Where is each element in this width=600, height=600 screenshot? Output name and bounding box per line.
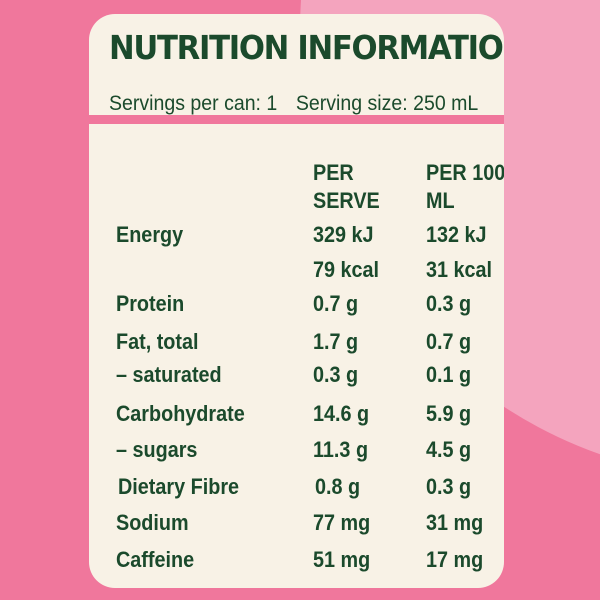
value-fat-total-per-serve: 1.7 g (313, 329, 359, 354)
value-protein-per-serve: 0.7 g (313, 291, 359, 316)
row-label-sugars: – sugars (116, 437, 198, 462)
servings-per-can: Servings per can: 1 (109, 92, 278, 115)
column-header-per-serve: PER SERVE (313, 160, 380, 213)
value-saturated-per-100ml: 0.1 g (426, 362, 472, 387)
row-label-energy: Energy (116, 222, 184, 247)
value-sugars-per-serve: 11.3 g (313, 437, 369, 462)
row-label-protein: Protein (116, 291, 185, 316)
row-label-carbohydrate: Carbohydrate (116, 401, 245, 426)
value-fat-total-per-100ml: 0.7 g (426, 329, 472, 354)
value-carbohydrate-per-serve: 14.6 g (313, 401, 370, 426)
value-sodium-per-100ml: 31 mg (426, 510, 484, 535)
row-label-fat-total: Fat, total (116, 329, 199, 354)
value-carbohydrate-per-100ml: 5.9 g (426, 401, 472, 426)
value-dietary-fibre-per-serve: 0.8 g (315, 474, 361, 499)
nutrition-panel: NUTRITION INFORMATION Servings per can: … (89, 14, 504, 588)
servings-line: Servings per can: 1 Serving size: 250 mL (109, 92, 478, 116)
header-divider (89, 115, 504, 124)
value-energy-kj-per-serve: 329 kJ (313, 222, 374, 247)
row-label-sodium: Sodium (116, 510, 189, 535)
serving-size: Serving size: 250 mL (295, 92, 479, 115)
row-label-caffeine: Caffeine (116, 547, 195, 572)
value-energy-kcal-per-serve: 79 kcal (313, 257, 380, 282)
value-dietary-fibre-per-100ml: 0.3 g (426, 474, 472, 499)
nutrition-table: PER SERVE PER 100 ML Energy 329 kJ 132 k… (89, 124, 504, 588)
value-saturated-per-serve: 0.3 g (313, 362, 359, 387)
value-protein-per-100ml: 0.3 g (426, 291, 472, 316)
column-header-per-100ml: PER 100 ML (426, 160, 504, 213)
row-label-saturated: – saturated (116, 362, 222, 387)
value-caffeine-per-100ml: 17 mg (426, 547, 484, 572)
value-energy-kj-per-100ml: 132 kJ (426, 222, 487, 247)
value-caffeine-per-serve: 51 mg (313, 547, 371, 572)
value-sodium-per-serve: 77 mg (313, 510, 371, 535)
row-label-dietary-fibre: Dietary Fibre (118, 474, 240, 499)
panel-header: NUTRITION INFORMATION Servings per can: … (89, 14, 504, 115)
nutrition-title: NUTRITION INFORMATION (109, 28, 504, 67)
value-sugars-per-100ml: 4.5 g (426, 437, 472, 462)
value-energy-kcal-per-100ml: 31 kcal (426, 257, 493, 282)
